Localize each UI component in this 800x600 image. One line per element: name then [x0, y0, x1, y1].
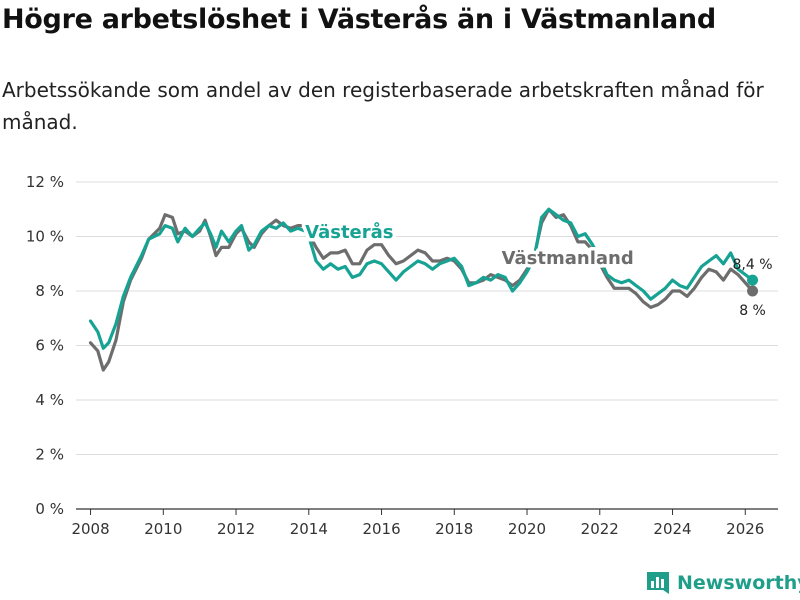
y-tick-label: 6 % [35, 337, 64, 355]
bar-chart-logo-icon [647, 572, 669, 594]
x-tick-label: 2024 [653, 520, 691, 538]
y-tick-label: 10 % [26, 228, 64, 246]
x-tick-label: 2010 [144, 520, 182, 538]
x-tick-label: 2020 [508, 520, 546, 538]
series-line-vasteras [88, 207, 755, 350]
newsworthy-logo: Newsworthy [645, 570, 800, 596]
x-tick-label: 2026 [726, 520, 764, 538]
y-axis-labels: 0 % 2 % 4 % 6 % 8 % 10 % 12 % [26, 173, 64, 518]
y-tick-label: 4 % [35, 391, 64, 409]
x-tick-label: 2008 [71, 520, 109, 538]
annotations: VästeråsVästeråsVästmanlandVästmanland8 … [302, 217, 773, 319]
end-point-vasteras [747, 274, 759, 286]
brand-name: Newsworthy [677, 572, 800, 594]
series-lines [88, 207, 755, 372]
end-point-vastmanland [747, 285, 759, 297]
series-label-vastmanland: Västmanland [502, 248, 634, 269]
y-tick-label: 12 % [26, 173, 64, 191]
x-tick-label: 2014 [290, 520, 328, 538]
series-label-halo: Västerås [305, 221, 393, 243]
chart-subtitle: Arbetssökande som andel av den registerb… [2, 78, 764, 134]
x-tick-label: 2016 [362, 520, 400, 538]
series-label-halo: Västmanland [502, 248, 634, 269]
y-tick-label: 0 % [35, 500, 64, 518]
x-tick-label: 2022 [581, 520, 619, 538]
x-tick-label: 2018 [435, 520, 473, 538]
x-tick-label: 2012 [217, 520, 255, 538]
y-tick-label: 2 % [35, 446, 64, 464]
end-label-vastmanland: 8 % [739, 303, 766, 319]
chart-title: Högre arbetslöshet i Västerås än i Västm… [2, 4, 716, 35]
y-tick-label: 8 % [35, 282, 64, 300]
series-label-vasteras: Västerås [305, 221, 393, 243]
end-label-vasteras: 8,4 % [733, 257, 773, 273]
x-axis: 2008 2010 2012 2014 2016 2018 2020 2022 2024 2026 [71, 509, 764, 538]
